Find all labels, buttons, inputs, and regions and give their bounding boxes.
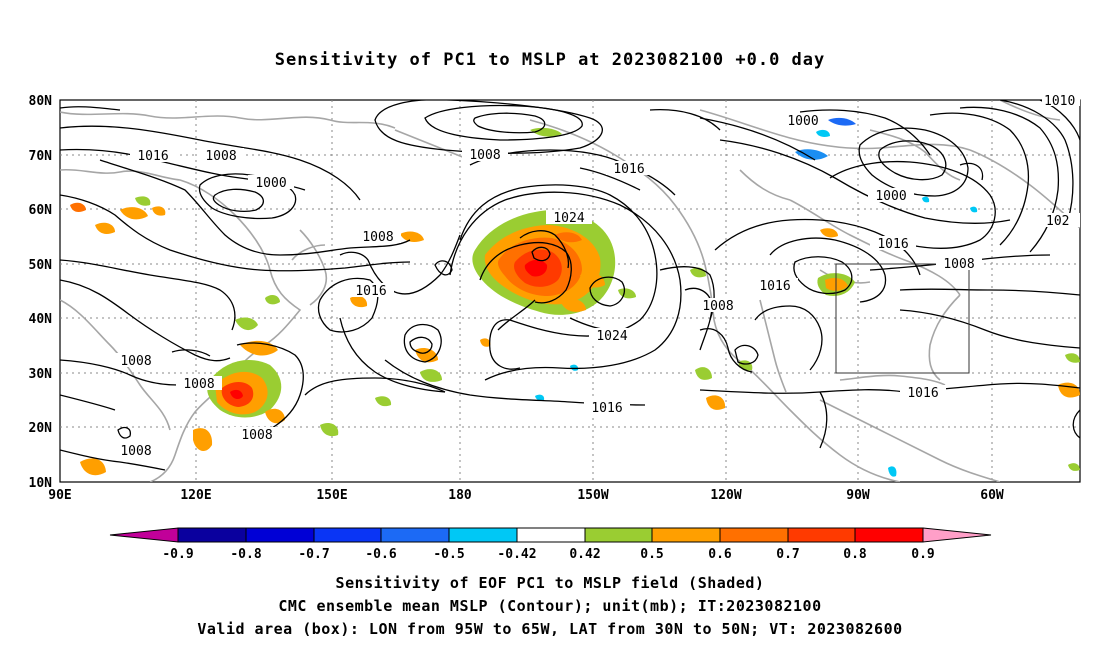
contour-labels: 1016 1008 1000 1008 1016 1008 1024 1016 …	[113, 113, 982, 459]
colorbar-label: -0.6	[365, 547, 396, 562]
contour-label: 1008	[469, 148, 500, 163]
contour-label: 1016	[907, 386, 938, 401]
contour-label: 1016	[137, 149, 168, 164]
colorbar-label: 0.8	[843, 547, 867, 562]
colorbar-label: 0.42	[569, 547, 600, 562]
contour-label: 1008	[183, 377, 214, 392]
colorbar-cell	[584, 527, 653, 543]
colorbar-cell	[245, 527, 315, 543]
lat-label: 60N	[29, 203, 53, 218]
contour-label: 1008	[120, 444, 151, 459]
contour-labels-edge: 1010 102	[1042, 94, 1080, 229]
colorbar-label: 0.7	[776, 547, 799, 562]
lat-labels: 80N 70N 60N 50N 40N 30N 20N 10N	[29, 94, 53, 491]
colorbar-cell	[380, 527, 450, 543]
contour-label: 1008	[702, 299, 733, 314]
contour-label: 1008	[362, 230, 393, 245]
lon-labels: 90E 120E 150E 180 150W 120W 90W 60W	[48, 488, 1004, 503]
contour-label: 1008	[943, 257, 974, 272]
lat-label: 20N	[29, 421, 53, 436]
lat-label: 80N	[29, 94, 53, 109]
lon-label: 150W	[577, 488, 608, 503]
contour-label: 1016	[613, 162, 644, 177]
colorbar-cell	[448, 527, 518, 543]
lat-label: 50N	[29, 258, 53, 273]
lon-label: 120W	[710, 488, 741, 503]
lon-label: 90W	[846, 488, 870, 503]
coastlines	[60, 100, 1080, 482]
colorbar-cell	[516, 527, 586, 543]
colorbar-label: 0.9	[911, 547, 934, 562]
colorbar-label: -0.9	[162, 547, 193, 562]
colorbar-label: -0.5	[433, 547, 464, 562]
contour-label: 1010	[1044, 94, 1075, 109]
colorbar-label: 0.6	[708, 547, 732, 562]
contour-label: 1008	[120, 354, 151, 369]
lat-label: 30N	[29, 367, 53, 382]
contour-label: 1008	[205, 149, 236, 164]
lon-label: 180	[448, 488, 472, 503]
contour-label: 1000	[875, 189, 906, 204]
figure-title: Sensitivity of PC1 to MSLP at 2023082100…	[274, 50, 826, 70]
lon-label: 120E	[180, 488, 211, 503]
sensitivity-shading	[70, 117, 1080, 477]
contour-label: 1016	[355, 284, 386, 299]
contour-label: 1016	[591, 401, 622, 416]
colorbar-cell	[177, 527, 247, 543]
lat-label: 40N	[29, 312, 53, 327]
contour-label: 1008	[241, 428, 272, 443]
contour-label: 1000	[787, 114, 818, 129]
colorbar-label: -0.7	[298, 547, 329, 562]
colorbar-cell	[787, 527, 856, 543]
contour-label: 1024	[596, 329, 627, 344]
colorbar-label: -0.8	[230, 547, 261, 562]
colorbar	[109, 527, 992, 543]
colorbar-cell	[313, 527, 382, 543]
contour-label: 1016	[759, 279, 790, 294]
colorbar-cell	[651, 527, 721, 543]
contour-label: 102	[1046, 214, 1069, 229]
valid-area-box	[835, 263, 970, 374]
lat-label: 70N	[29, 149, 53, 164]
colorbar-cell	[109, 527, 179, 543]
lon-label: 60W	[980, 488, 1004, 503]
colorbar-label: 0.5	[640, 547, 663, 562]
lon-label: 90E	[48, 488, 71, 503]
contour-label: 1000	[255, 176, 286, 191]
colorbar-cell	[922, 527, 992, 543]
colorbar-cell	[854, 527, 924, 543]
colorbar-cell	[719, 527, 789, 543]
colorbar-label: -0.42	[497, 547, 536, 562]
lat-label: 10N	[29, 476, 53, 491]
contour-label: 1024	[553, 211, 584, 226]
caption-line-2: CMC ensemble mean MSLP (Contour); unit(m…	[278, 597, 822, 615]
colorbar-labels: -0.9 -0.8 -0.7 -0.6 -0.5 -0.42 0.42 0.5 …	[162, 547, 934, 562]
caption-line-1: Sensitivity of EOF PC1 to MSLP field (Sh…	[335, 574, 765, 592]
lon-label: 150E	[316, 488, 347, 503]
caption-line-3: Valid area (box): LON from 95W to 65W, L…	[197, 620, 903, 638]
contour-label: 1016	[877, 237, 908, 252]
